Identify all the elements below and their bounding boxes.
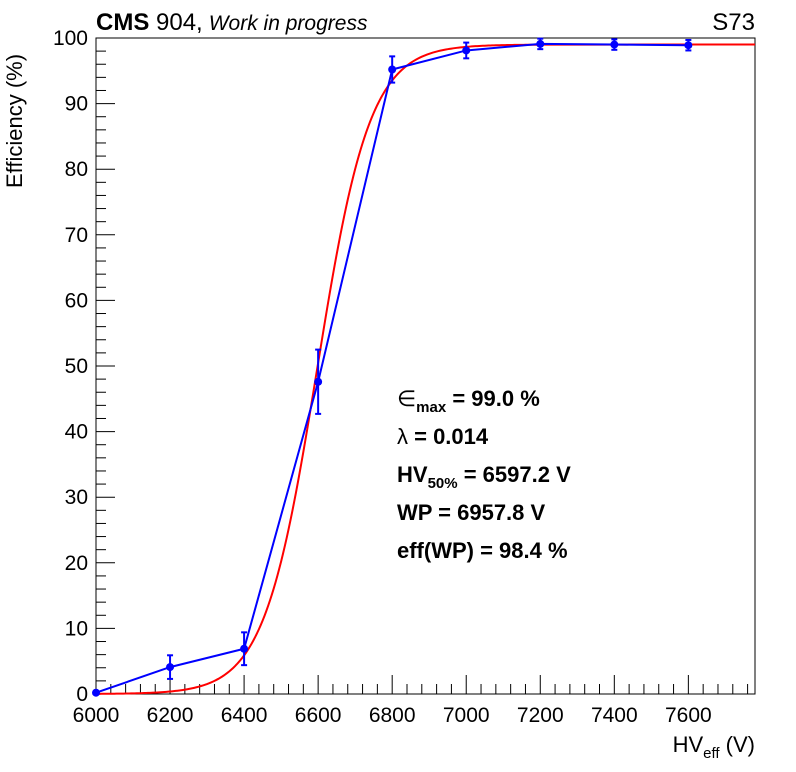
data-point xyxy=(314,348,323,415)
data-marker xyxy=(166,663,175,672)
data-marker xyxy=(684,41,693,50)
annotation-subscript: max xyxy=(416,399,447,416)
annotation-symbol: ∈ xyxy=(397,386,416,411)
data-point xyxy=(166,654,175,680)
data-series-layer xyxy=(92,37,693,697)
data-point xyxy=(240,631,249,667)
data-point xyxy=(388,55,397,84)
x-axis-title-unit: (V) xyxy=(720,732,755,757)
y-tick-label: 10 xyxy=(65,617,88,640)
x-axis-title: HVeff (V) xyxy=(673,732,755,762)
fit-annotations: ∈max = 99.0 % λ = 0.014 HV50% = 6597.2 V WP… xyxy=(397,386,571,563)
y-tick-label: 50 xyxy=(65,355,88,378)
axis-ticks xyxy=(95,37,749,695)
data-point xyxy=(92,688,100,697)
x-tick-label: 7600 xyxy=(665,704,712,727)
data-marker xyxy=(610,40,619,49)
annotation-value: = 99.0 % xyxy=(446,386,540,411)
y-tick-label: 90 xyxy=(65,93,88,116)
data-point xyxy=(462,41,471,60)
fit-annotation: WP = 6957.8 V xyxy=(397,500,546,525)
annotation-value: = 0.014 xyxy=(408,424,489,449)
x-tick-label: 7200 xyxy=(517,704,564,727)
annotation-symbol: λ xyxy=(397,424,408,449)
y-tick-label: 20 xyxy=(65,552,88,575)
y-tick-label: 0 xyxy=(76,683,88,706)
annotation-value: = 6597.2 V xyxy=(458,462,571,487)
fit-annotation: λ = 0.014 xyxy=(397,424,489,449)
data-marker xyxy=(388,65,397,74)
x-tick-label: 6200 xyxy=(147,704,194,727)
annotation-value: = 98.4 % xyxy=(474,538,568,563)
data-marker xyxy=(314,377,323,386)
y-tick-label: 70 xyxy=(65,224,88,247)
fit-curve xyxy=(95,43,755,695)
chart-header: CMS 904, Work in progress xyxy=(96,9,368,36)
data-point xyxy=(610,38,619,51)
x-tick-label: 7400 xyxy=(591,704,638,727)
annotation-symbol: eff(WP) xyxy=(397,538,474,563)
annotation-symbol: HV xyxy=(397,462,428,487)
fit-annotation: ∈max = 99.0 % xyxy=(397,386,540,416)
annotation-symbol: WP xyxy=(397,500,432,525)
x-axis-title-main: HV xyxy=(673,732,704,757)
y-axis-title: Efficiency (%) xyxy=(2,54,27,188)
data-point xyxy=(684,38,693,52)
x-tick-label: 6000 xyxy=(73,704,120,727)
data-marker xyxy=(92,688,100,697)
header-facility: 904, xyxy=(149,9,202,36)
header-status: Work in progress xyxy=(209,12,368,35)
x-tick-label: 6400 xyxy=(221,704,268,727)
header-cms: CMS xyxy=(96,9,149,36)
y-tick-labels: 0 10 20 30 40 50 60 70 80 90 100 xyxy=(53,27,88,706)
x-tick-label: 7000 xyxy=(443,704,490,727)
data-line xyxy=(95,42,689,694)
x-tick-label: 6600 xyxy=(295,704,342,727)
fit-annotation: eff(WP) = 98.4 % xyxy=(397,538,568,563)
chamber-label: S73 xyxy=(712,9,755,36)
data-marker xyxy=(536,39,545,48)
fit-annotation: HV50% = 6597.2 V xyxy=(397,462,571,492)
y-tick-label: 100 xyxy=(53,27,88,50)
y-tick-label: 80 xyxy=(65,158,88,181)
annotation-subscript: 50% xyxy=(428,475,458,492)
x-tick-label: 6800 xyxy=(369,704,416,727)
x-tick-labels: 6000 6200 6400 6600 6800 7000 7200 7400 7600 xyxy=(73,704,712,727)
annotation-value: = 6957.8 V xyxy=(432,500,545,525)
data-marker xyxy=(462,46,471,55)
y-tick-label: 30 xyxy=(65,486,88,509)
plot-frame xyxy=(95,37,756,695)
data-marker xyxy=(240,644,249,653)
data-point xyxy=(536,37,545,51)
y-tick-label: 60 xyxy=(65,289,88,312)
fit-curve-layer xyxy=(95,43,755,695)
x-axis-title-sub: eff xyxy=(703,745,720,762)
y-tick-label: 40 xyxy=(65,421,88,444)
